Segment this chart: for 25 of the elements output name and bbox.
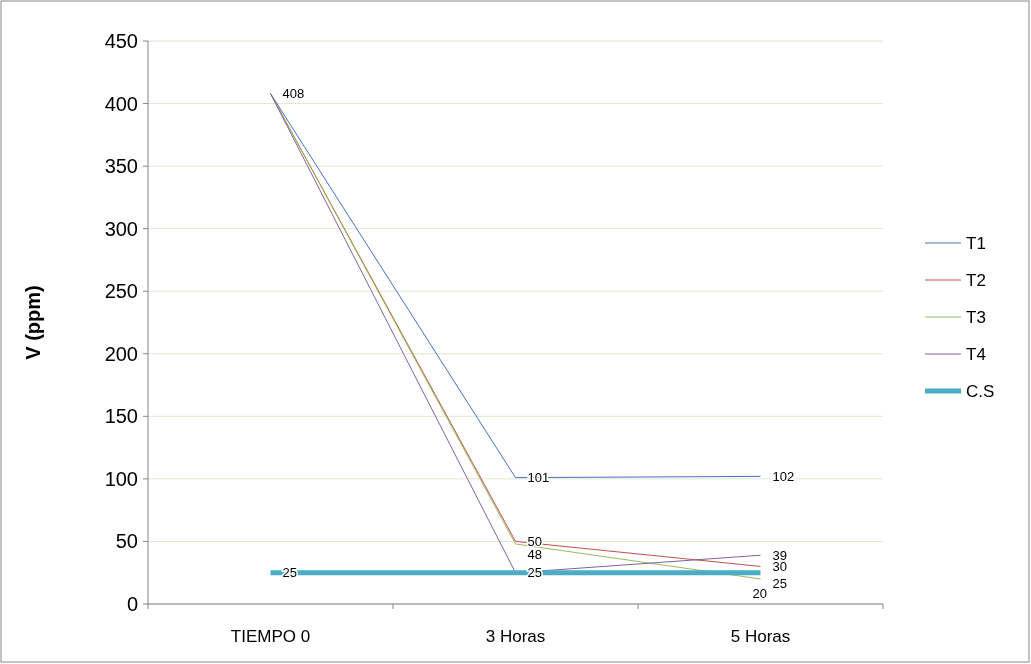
data-label: 408 (282, 86, 305, 102)
y-tick-label: 250 (104, 280, 138, 303)
x-tick-label: 3 Horas (485, 627, 546, 646)
data-label: 102 (772, 468, 795, 484)
y-tick-label: 400 (104, 92, 138, 115)
y-tick-label: 450 (104, 30, 138, 52)
y-tick-label: 100 (104, 467, 138, 490)
legend-label: C.S (966, 381, 995, 401)
data-label: 50 (527, 533, 542, 549)
data-label: 25 (772, 576, 787, 592)
legend-label: T3 (966, 307, 986, 327)
y-axis-title: V (ppm) (22, 285, 44, 360)
y-tick-label: 50 (115, 530, 138, 553)
x-tick-label: TIEMPO 0 (230, 627, 311, 646)
x-tick-label: 5 Horas (730, 627, 791, 646)
data-label: 48 (527, 547, 542, 563)
y-tick-label: 200 (104, 342, 138, 365)
legend-label: T1 (966, 233, 986, 253)
y-tick-label: 350 (104, 155, 138, 178)
data-label: 20 (752, 585, 767, 601)
y-tick-label: 150 (104, 405, 138, 428)
legend-label: T2 (966, 270, 986, 290)
legend-label: T4 (966, 344, 986, 364)
y-tick-label: 300 (104, 217, 138, 240)
y-tick-label: 0 (126, 593, 138, 615)
